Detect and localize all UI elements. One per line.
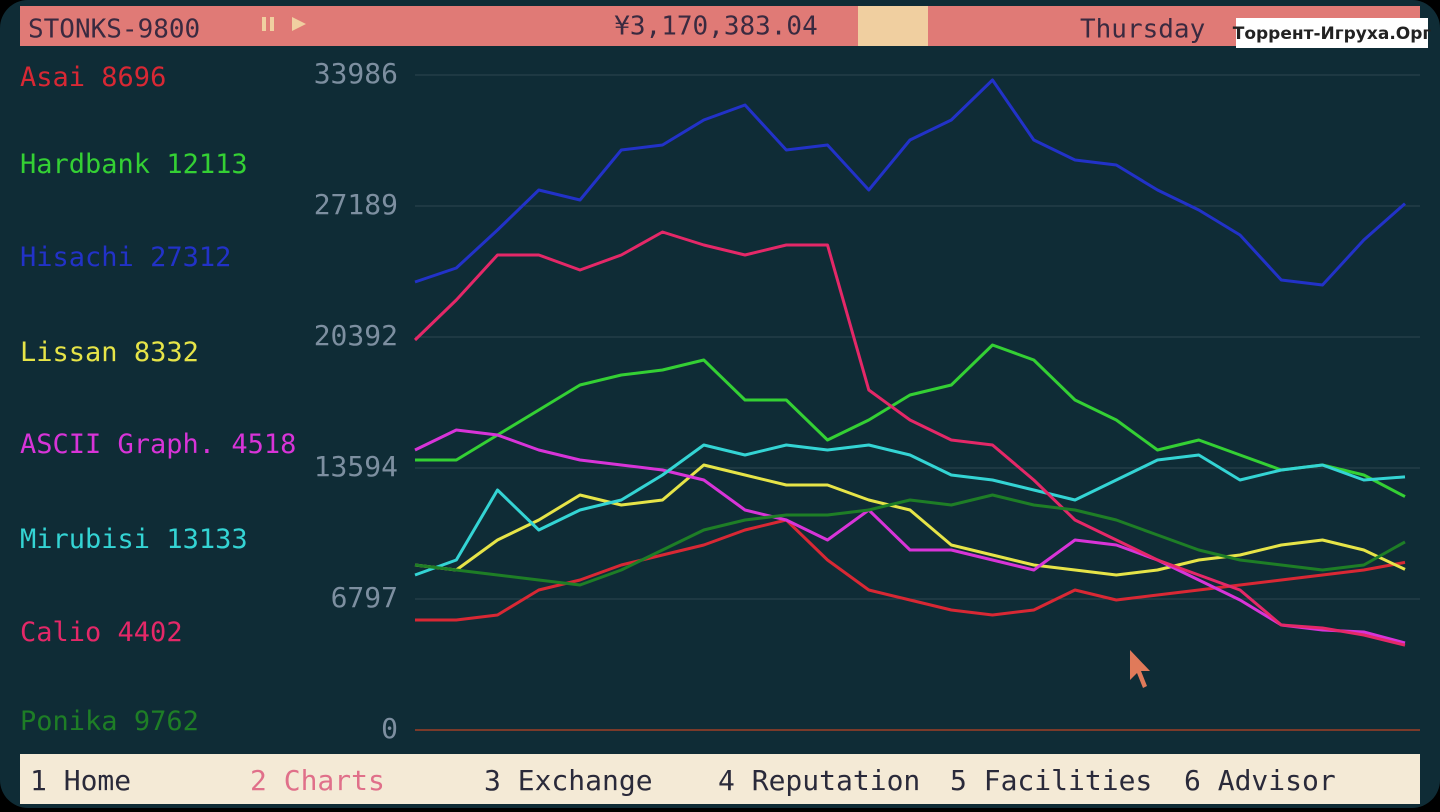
y-tick-label: 0 bbox=[381, 712, 398, 745]
price-line bbox=[415, 518, 1406, 622]
y-tick-label: 20392 bbox=[314, 319, 398, 352]
menu-item[interactable]: 4 Reputation bbox=[718, 764, 920, 797]
pause-icon[interactable] bbox=[262, 17, 266, 31]
menu-item[interactable]: 1 Home bbox=[30, 764, 131, 797]
legend-price: 12113 bbox=[166, 149, 247, 180]
menu-item[interactable]: 2 Charts bbox=[250, 764, 385, 797]
menu-item[interactable]: 6 Advisor bbox=[1184, 764, 1336, 797]
y-tick-label: 13594 bbox=[314, 450, 398, 483]
legend-name: Asai bbox=[20, 62, 85, 93]
legend-name: Ponika bbox=[20, 706, 118, 737]
watermark-bg bbox=[1236, 18, 1428, 48]
legend-price: 8332 bbox=[134, 337, 199, 368]
price-line bbox=[413, 230, 1406, 647]
legend-entry: Asai 8696 bbox=[20, 62, 166, 93]
y-tick-label: 6797 bbox=[331, 581, 398, 614]
legend-name: Lissan bbox=[20, 337, 118, 368]
legend-entry: Lissan 8332 bbox=[20, 337, 199, 368]
legend-price: 4518 bbox=[231, 429, 296, 460]
legend-name: Hardbank bbox=[20, 149, 150, 180]
y-tick-label: 33986 bbox=[314, 57, 398, 90]
legend-entry: Mirubisi 13133 bbox=[20, 524, 248, 555]
legend-price: 27312 bbox=[150, 242, 231, 273]
legend-entry: ASCII Graph. 4518 bbox=[20, 429, 296, 460]
legend-price: 13133 bbox=[166, 524, 247, 555]
legend-price: 8696 bbox=[101, 62, 166, 93]
legend-name: Hisachi bbox=[20, 242, 134, 273]
legend-entry: Ponika 9762 bbox=[20, 706, 199, 737]
play-icon[interactable] bbox=[292, 17, 306, 31]
chart: 0 6797 13594 20392 27189 33986 Asai 8696 Hardba… bbox=[20, 57, 1420, 745]
menu-bar bbox=[20, 754, 1420, 804]
menu-item[interactable]: 3 Exchange bbox=[484, 764, 653, 797]
price-line bbox=[414, 428, 1406, 645]
menu: 1 Home 2 Charts 3 Exchange 4 Reputation 5 Fa… bbox=[30, 764, 1336, 797]
money: ¥3,170,383.04 bbox=[614, 12, 818, 42]
price-line bbox=[414, 463, 1406, 577]
price-line bbox=[414, 78, 1406, 287]
time-block bbox=[858, 6, 928, 46]
legend-name: ASCII Graph. bbox=[20, 429, 215, 460]
price-line bbox=[414, 443, 1406, 577]
y-tick-label: 27189 bbox=[314, 188, 398, 221]
legend-price: 4402 bbox=[118, 617, 183, 648]
legend-entry: Calio 4402 bbox=[20, 617, 183, 648]
legend-name: Mirubisi bbox=[20, 524, 150, 555]
watermark: Торрент-Игруха.Орг bbox=[1233, 24, 1432, 44]
price-line bbox=[415, 343, 1406, 498]
day: Thursday bbox=[1080, 15, 1205, 45]
legend-entry: Hardbank 12113 bbox=[20, 149, 248, 180]
pause-icon[interactable] bbox=[270, 17, 274, 31]
legend-price: 9762 bbox=[134, 706, 199, 737]
menu-item[interactable]: 5 Facilities bbox=[950, 764, 1152, 797]
top-bar bbox=[20, 6, 1420, 46]
legend-name: Calio bbox=[20, 617, 101, 648]
game-title: STONKS-9800 bbox=[28, 15, 200, 45]
legend-entry: Hisachi 27312 bbox=[20, 242, 231, 273]
price-line bbox=[414, 493, 1406, 587]
mouse-cursor bbox=[1130, 650, 1150, 688]
